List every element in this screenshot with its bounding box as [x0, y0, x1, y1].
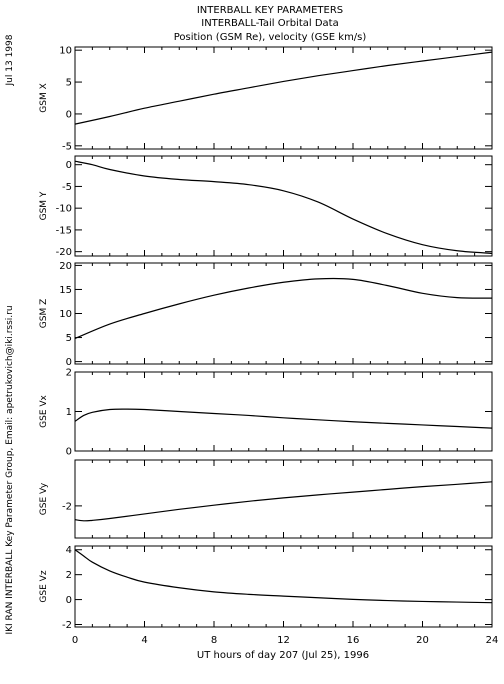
title-line-1: INTERBALL KEY PARAMETERS — [197, 5, 343, 16]
y-tick-label: 0 — [66, 447, 72, 458]
credit-label: IKI RAN INTERBALL Key Parameter Group, E… — [5, 305, 15, 634]
y-tick-label: 0 — [66, 357, 72, 368]
x-tick-label: 20 — [416, 635, 429, 646]
y-axis-label: GSE Vx — [39, 394, 49, 427]
x-axis-label: UT hours of day 207 (Jul 25), 1996 — [197, 650, 369, 661]
y-axis-label: GSM X — [39, 83, 49, 112]
y-tick-label: 0 — [66, 160, 72, 171]
panel-frame — [74, 545, 493, 628]
x-axis: 0 4 8 12 16 20 24 — [72, 635, 499, 646]
y-tick-label: 20 — [59, 261, 72, 272]
y-tick-label: -15 — [56, 225, 72, 236]
panel-3: 0 5 10 15 20 GSM Z — [39, 261, 493, 368]
panel-2: 0 -5 -10 -15 -20 GSM Y — [39, 155, 493, 258]
panel-frame — [74, 155, 493, 257]
series-line — [74, 51, 493, 125]
series-line — [74, 277, 493, 340]
y-tick-label: 0 — [66, 109, 72, 120]
x-tick-label: 24 — [486, 635, 499, 646]
y-tick-label: 0 — [66, 595, 72, 606]
y-tick-label: -5 — [62, 141, 72, 152]
y-tick-label: 2 — [66, 570, 72, 581]
panel-frame — [74, 371, 493, 452]
panel-6: -2 0 2 4 GSE Vz — [39, 545, 493, 631]
y-tick-label: -2 — [62, 620, 72, 631]
y-tick-label: -10 — [56, 204, 72, 215]
panel-frame — [74, 459, 493, 539]
title-line-2: INTERBALL-Tail Orbital Data — [201, 18, 338, 29]
series-line — [74, 481, 493, 522]
y-tick-label: 4 — [66, 545, 72, 556]
series-line — [74, 549, 493, 604]
x-tick-label: 16 — [347, 635, 360, 646]
y-tick-label: 2 — [66, 368, 72, 379]
y-tick-label: 10 — [59, 46, 72, 57]
y-tick-label: -5 — [62, 182, 72, 193]
series-line — [74, 160, 493, 254]
y-tick-label: 5 — [66, 333, 72, 344]
y-tick-label: -20 — [56, 247, 72, 258]
series-line — [74, 408, 493, 429]
x-tick-label: 12 — [277, 635, 290, 646]
panel-frame — [74, 262, 493, 365]
date-label: Jul 13 1998 — [5, 34, 15, 86]
y-tick-label: 10 — [59, 309, 72, 320]
x-tick-label: 8 — [211, 635, 217, 646]
x-tick-label: 4 — [141, 635, 147, 646]
panel-5: -2 GSE Vy — [39, 459, 493, 539]
panel-4: 0 1 2 GSE Vx — [39, 368, 493, 458]
y-tick-label: 15 — [59, 285, 72, 296]
y-tick-label: 1 — [66, 407, 72, 418]
y-axis-label: GSE Vz — [39, 570, 49, 602]
y-tick-label: 5 — [66, 78, 72, 89]
y-tick-label: -2 — [62, 501, 72, 512]
y-axis-label: GSE Vy — [39, 482, 49, 515]
y-axis-label: GSM Y — [39, 191, 49, 220]
panel-1: -5 0 5 10 GSM X — [39, 46, 493, 152]
y-axis-label: GSM Z — [39, 299, 49, 328]
x-tick-label: 0 — [72, 635, 78, 646]
title-line-3: Position (GSM Re), velocity (GSE km/s) — [174, 32, 367, 43]
panel-frame — [74, 46, 493, 150]
